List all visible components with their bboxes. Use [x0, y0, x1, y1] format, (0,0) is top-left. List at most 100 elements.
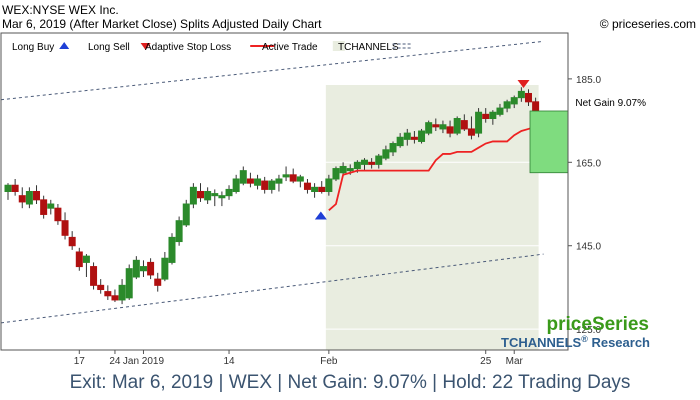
candle	[389, 141, 397, 157]
ticker-title: WEX:NYSE WEX Inc.	[2, 3, 119, 17]
candle-body	[175, 220, 183, 243]
legend-label: Active Trade	[262, 42, 318, 53]
candle-body	[446, 126, 454, 134]
candle	[332, 166, 340, 182]
candle-body	[232, 178, 240, 193]
candle-body	[460, 120, 468, 130]
candle	[510, 95, 518, 109]
y-tick-label: 165.0	[576, 158, 601, 169]
candle	[275, 174, 283, 192]
stop-loss-line	[328, 125, 536, 211]
candle	[339, 162, 347, 175]
active-trade-region	[325, 85, 539, 350]
candle-body	[204, 191, 212, 201]
x-tick-label: Mar	[506, 356, 524, 367]
candle-body	[246, 178, 254, 184]
plot-border	[0, 32, 569, 351]
candle	[246, 172, 254, 188]
legend-label: Adaptive Stop Loss	[145, 42, 231, 53]
candle-body	[118, 284, 126, 301]
candle-body	[254, 178, 262, 186]
candle-body	[82, 255, 90, 263]
candle	[418, 128, 426, 144]
candle	[261, 176, 269, 194]
legend-label: TCHANNELS	[338, 42, 399, 53]
candle-body	[61, 220, 69, 236]
candle-body	[90, 266, 98, 286]
candle-body	[275, 178, 283, 184]
candle	[460, 114, 468, 132]
candle-body	[296, 176, 304, 182]
candle-body	[211, 193, 219, 197]
candle	[482, 108, 490, 123]
candle-body	[104, 291, 112, 297]
candle-body	[517, 90, 525, 99]
candle	[132, 256, 140, 280]
candle-body	[111, 295, 119, 301]
candle-body	[168, 236, 176, 263]
candle	[90, 262, 98, 290]
candle	[325, 174, 333, 196]
candle-body	[346, 168, 354, 172]
candle-body	[510, 97, 518, 105]
brand-research-reg: ®	[581, 334, 588, 344]
long-buy-arrow	[314, 211, 327, 220]
brand-logo: priceSeries	[547, 314, 649, 335]
candle	[489, 110, 497, 125]
candle-body	[318, 186, 326, 193]
candle	[118, 279, 126, 305]
candle	[410, 131, 418, 144]
candle-body	[139, 266, 147, 272]
candle	[439, 120, 447, 134]
candle	[239, 166, 247, 186]
candle-body	[368, 161, 376, 165]
candle-body	[382, 149, 390, 159]
legend-item: TCHANNELS	[338, 42, 413, 53]
candle	[517, 87, 525, 102]
net-gain-box	[529, 110, 569, 174]
candle	[467, 116, 475, 140]
candle	[496, 103, 504, 117]
x-tick-label: Jan 2019	[123, 356, 165, 367]
candle	[40, 195, 48, 219]
candle-body	[403, 132, 411, 140]
candle-body	[303, 182, 311, 190]
candle	[175, 216, 183, 246]
x-tick-label: 24	[109, 356, 121, 367]
channel-upper-line	[0, 40, 544, 101]
legend-item: Long Sell	[88, 42, 151, 53]
candle	[189, 183, 197, 209]
candle-body	[182, 203, 190, 226]
candle	[154, 272, 162, 292]
legend-label: Long Sell	[88, 42, 130, 53]
candle-body	[218, 195, 226, 199]
candle	[11, 178, 19, 196]
y-tick-label: 145.0	[576, 242, 601, 253]
candle	[61, 212, 69, 240]
legend-label: Long Buy	[12, 42, 54, 53]
candle-body	[425, 122, 433, 134]
candle-body	[47, 203, 55, 209]
candle	[425, 120, 433, 136]
candle	[54, 204, 62, 225]
candle	[104, 285, 112, 300]
candle-body	[389, 143, 397, 153]
x-tick-label: Feb	[320, 356, 338, 367]
candle-body	[189, 186, 197, 205]
legend-trade-icon	[332, 41, 345, 51]
candle-body	[311, 186, 319, 193]
candle	[475, 108, 483, 138]
candle	[382, 145, 390, 161]
candle	[303, 178, 311, 194]
candle	[453, 116, 461, 136]
x-tick-label: 25	[480, 356, 492, 367]
x-tick-label: 17	[74, 356, 86, 367]
candle-body	[453, 118, 461, 134]
legend-item: Adaptive Stop Loss	[145, 42, 275, 53]
candle	[282, 166, 290, 182]
candle	[197, 183, 205, 202]
candle-body	[268, 180, 276, 190]
candle-body	[361, 159, 368, 165]
candle	[311, 183, 319, 198]
